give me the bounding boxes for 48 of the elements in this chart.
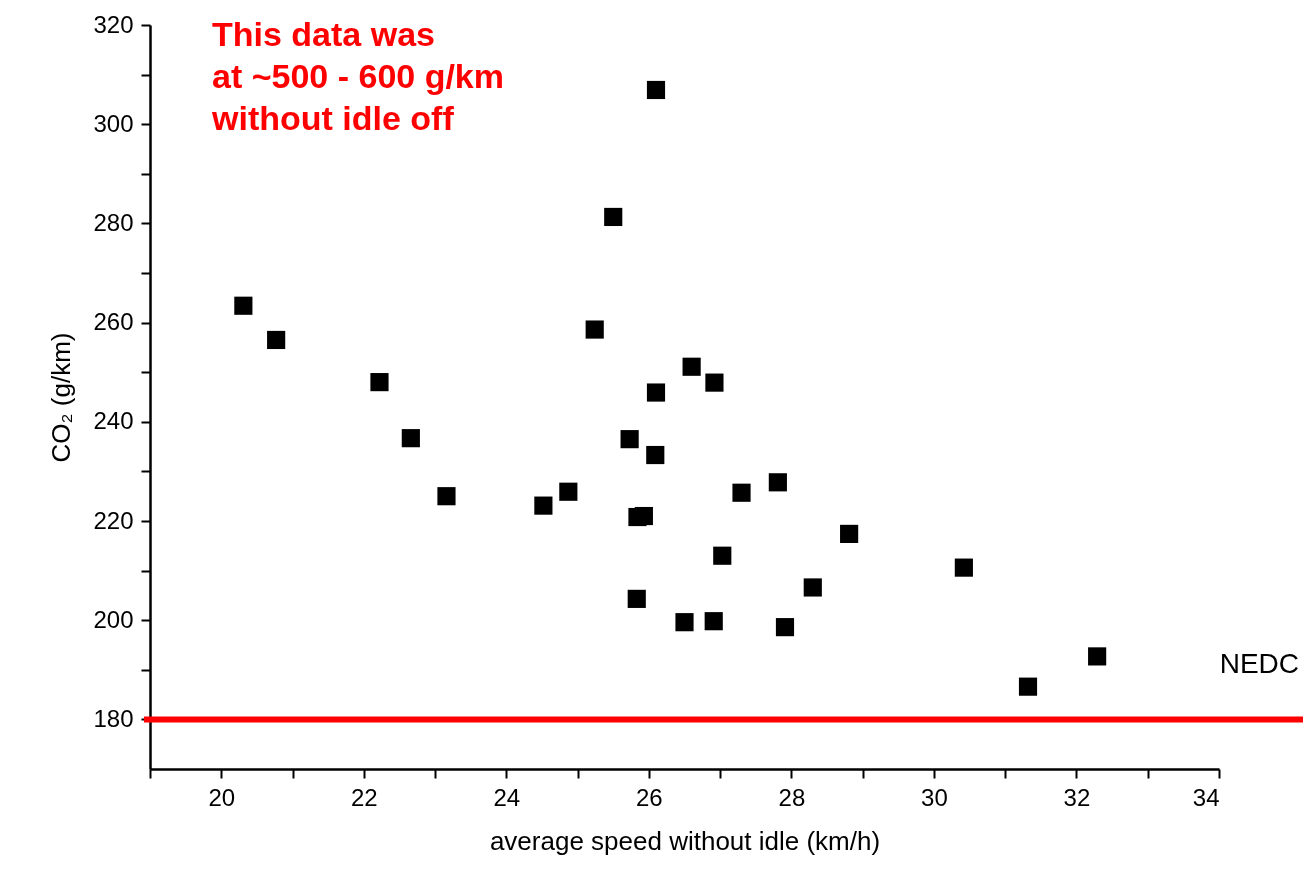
ref-line-label: NEDC xyxy=(1219,648,1299,680)
x-axis-title: average speed without idle (km/h) xyxy=(489,825,881,856)
y-tick-label: 320 xyxy=(93,10,134,38)
point xyxy=(1088,647,1107,666)
y-tick-label: 280 xyxy=(93,208,134,236)
point xyxy=(713,546,732,565)
point xyxy=(646,445,665,465)
point xyxy=(840,524,859,543)
x-tick-label: 22 xyxy=(350,783,378,811)
point xyxy=(267,330,286,350)
point xyxy=(604,207,623,227)
point xyxy=(675,613,694,632)
point xyxy=(620,430,639,449)
x-tick-label: 28 xyxy=(778,783,806,811)
y-tick-label: 260 xyxy=(93,308,134,336)
point xyxy=(646,80,666,100)
point xyxy=(437,487,456,506)
y-tick-label: 240 xyxy=(93,407,134,435)
point xyxy=(627,589,646,608)
point xyxy=(732,483,751,502)
x-tick-label: 24 xyxy=(493,783,521,811)
x-tick-label: 20 xyxy=(208,783,236,811)
point xyxy=(682,357,701,376)
x-tick-label: 32 xyxy=(1063,783,1091,811)
point xyxy=(775,618,795,637)
point xyxy=(646,383,666,402)
point xyxy=(234,296,253,315)
point xyxy=(1018,677,1038,696)
point xyxy=(803,578,822,597)
y-tick-label: 220 xyxy=(93,506,134,534)
y-tick-label: 180 xyxy=(93,704,134,732)
x-tick-label: 26 xyxy=(636,783,663,811)
y-tick-label: 300 xyxy=(93,109,134,137)
point xyxy=(954,558,973,577)
point xyxy=(705,373,724,392)
point xyxy=(704,612,723,631)
annotation: This data was at ~500 - 600 g/km without idle off xyxy=(211,15,505,137)
x-tick-label: 34 xyxy=(1192,783,1220,811)
point xyxy=(534,496,553,515)
point xyxy=(634,506,653,526)
point xyxy=(768,473,787,492)
y-tick-label: 200 xyxy=(93,605,134,633)
point xyxy=(585,320,604,339)
x-tick-label: 30 xyxy=(921,783,948,811)
point xyxy=(370,373,389,392)
point xyxy=(559,482,578,501)
y-axis-title: CO₂ (g/km) xyxy=(46,332,77,463)
point xyxy=(401,429,420,448)
